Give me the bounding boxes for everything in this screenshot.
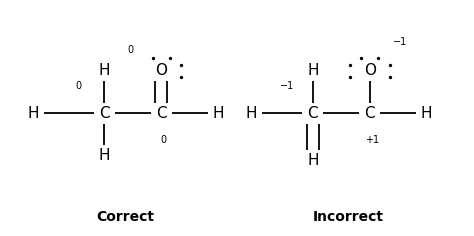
Text: H: H bbox=[421, 106, 432, 121]
Text: C: C bbox=[365, 106, 375, 121]
Text: C: C bbox=[308, 106, 318, 121]
Text: −1: −1 bbox=[280, 81, 294, 91]
Text: O: O bbox=[155, 63, 167, 78]
Text: H: H bbox=[99, 63, 110, 78]
Text: H: H bbox=[99, 148, 110, 163]
Text: C: C bbox=[99, 106, 109, 121]
Text: H: H bbox=[27, 106, 39, 121]
Text: H: H bbox=[246, 106, 257, 121]
Text: Correct: Correct bbox=[97, 210, 155, 224]
Text: −1: −1 bbox=[393, 38, 408, 47]
Text: H: H bbox=[307, 153, 319, 168]
Text: H: H bbox=[212, 106, 224, 121]
Text: +1: +1 bbox=[365, 135, 379, 145]
Text: O: O bbox=[364, 63, 376, 78]
Text: Incorrect: Incorrect bbox=[313, 210, 384, 224]
Text: 0: 0 bbox=[128, 45, 133, 55]
Text: C: C bbox=[156, 106, 166, 121]
Text: 0: 0 bbox=[75, 81, 81, 91]
Text: H: H bbox=[307, 63, 319, 78]
Text: 0: 0 bbox=[161, 135, 166, 145]
